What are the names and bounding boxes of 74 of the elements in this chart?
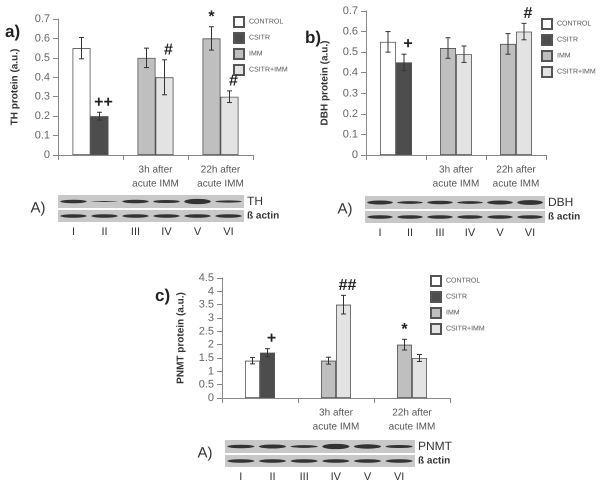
text: VI: [223, 226, 234, 238]
text: DBH: [548, 195, 574, 209]
text: ß actin: [418, 456, 450, 466]
text: A): [30, 200, 46, 216]
x-tick-label: 3h after acute IMM: [312, 408, 360, 432]
text: V: [496, 227, 504, 239]
y-tick-label: 3: [208, 312, 214, 324]
y-tick-label: 2: [208, 338, 214, 351]
y-tick-label: 0.5: [34, 52, 50, 64]
y-axis-title: PNMT protein (a.u.): [176, 292, 186, 384]
x-tick-label: 3h after acute IMM: [132, 164, 179, 190]
text: I: [378, 227, 382, 239]
y-tick-label: 0.4: [342, 66, 358, 79]
text: II: [406, 227, 414, 239]
text: c): [155, 286, 170, 305]
data-label: #: [229, 72, 238, 90]
data-label: +: [266, 330, 276, 348]
text: b): [305, 28, 322, 47]
text: IV: [464, 227, 476, 239]
text: ß actin: [247, 210, 280, 222]
text: TH: [247, 194, 263, 208]
text: IV: [161, 226, 172, 238]
y-tick-label: 0.3: [342, 87, 358, 100]
text: ß actin: [548, 212, 580, 222]
text: A): [198, 444, 213, 462]
text: V: [194, 226, 202, 238]
text: II: [269, 471, 276, 483]
y-tick-label: 0.1: [34, 130, 50, 142]
text: III: [435, 227, 445, 239]
data-label: #: [524, 4, 533, 22]
x-tick-label: 3h after acute IMM: [432, 164, 480, 190]
data-label: ##: [338, 276, 356, 294]
y-tick-label: 0.4: [34, 71, 50, 84]
y-tick-label: 0.5: [198, 378, 214, 391]
y-axis-title: TH protein (a.u.): [10, 48, 20, 126]
y-tick-label: 0: [352, 149, 358, 161]
data-label: *: [208, 8, 216, 26]
y-tick-label: 4.5: [198, 272, 214, 284]
y-tick-label: 0: [208, 392, 214, 404]
text: VI: [394, 471, 404, 483]
y-tick-label: 0: [44, 149, 50, 161]
text: V: [364, 471, 372, 483]
y-tick-label: 0.6: [342, 26, 358, 38]
y-tick-label: 0.7: [34, 13, 50, 25]
data-label: #: [164, 41, 174, 58]
x-tick-label: 22h after acute IMM: [388, 408, 436, 432]
y-tick-label: 0.2: [34, 110, 50, 122]
data-label: *: [401, 320, 408, 338]
text: IV: [330, 471, 342, 483]
text: I: [239, 471, 242, 483]
text: III: [300, 471, 309, 483]
y-tick-label: 0.2: [342, 108, 358, 120]
y-tick-label: 4: [208, 285, 214, 298]
x-tick-label: 22h after acute IMM: [197, 164, 244, 190]
x-tick-label: 22h after acute IMM: [492, 164, 540, 190]
y-tick-label: 2.5: [198, 325, 214, 338]
text: PNMT: [418, 439, 453, 453]
y-tick-label: 0.7: [342, 5, 358, 17]
text: II: [101, 226, 108, 238]
text: I: [72, 226, 76, 238]
y-tick-label: 0.6: [34, 32, 50, 44]
text: A): [338, 200, 353, 218]
y-tick-label: 0.5: [342, 46, 358, 58]
data-label: +: [403, 36, 413, 53]
data-label: ++: [94, 94, 113, 111]
y-tick-label: 1: [208, 365, 214, 378]
y-axis-title: DBH protein (a.u.): [320, 40, 330, 126]
y-tick-label: 0.3: [34, 90, 50, 103]
y-tick-label: 0.1: [342, 128, 358, 140]
y-tick-label: 1.5: [198, 352, 214, 364]
text: VI: [524, 227, 536, 239]
chart-title: a): [5, 22, 20, 41]
y-tick-label: 3.5: [198, 298, 214, 311]
text: III: [130, 226, 140, 238]
